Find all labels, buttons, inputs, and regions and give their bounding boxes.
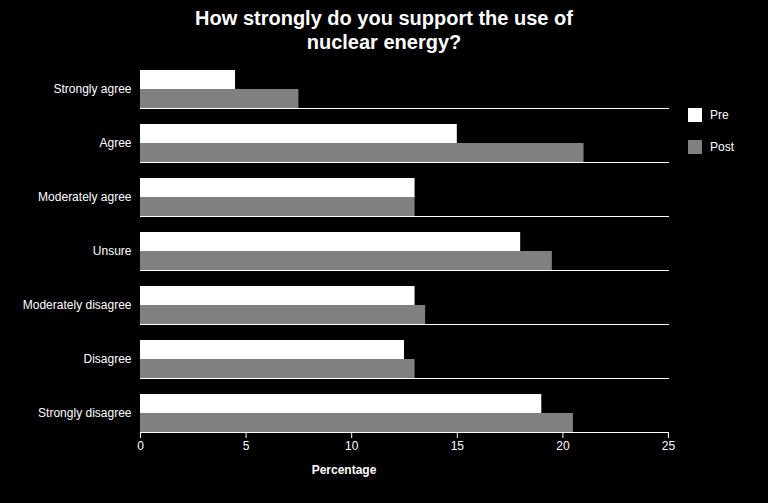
svg-text:Strongly agree: Strongly agree <box>53 82 131 96</box>
svg-text:15: 15 <box>451 439 465 453</box>
svg-text:Moderately disagree: Moderately disagree <box>23 298 132 312</box>
html-text:Pre: Pre <box>710 108 729 122</box>
html-text:Percentage: Percentage <box>311 463 377 477</box>
svg-text:Disagree: Disagree <box>83 352 131 366</box>
svg-text:10: 10 <box>345 439 359 453</box>
svg-text:5: 5 <box>243 439 250 453</box>
svg-text:Unsure: Unsure <box>93 244 132 258</box>
html-text:Post: Post <box>710 140 734 154</box>
svg-text:25: 25 <box>662 439 676 453</box>
svg-text:20: 20 <box>556 439 570 453</box>
svg-text:Moderately agree: Moderately agree <box>38 190 132 204</box>
svg-text:Strongly disagree: Strongly disagree <box>38 406 132 420</box>
svg-text:Agree: Agree <box>99 136 131 150</box>
svg-text:0: 0 <box>137 439 144 453</box>
html-text:How strongly do you support th: How strongly do you support the use of n… <box>195 7 573 53</box>
